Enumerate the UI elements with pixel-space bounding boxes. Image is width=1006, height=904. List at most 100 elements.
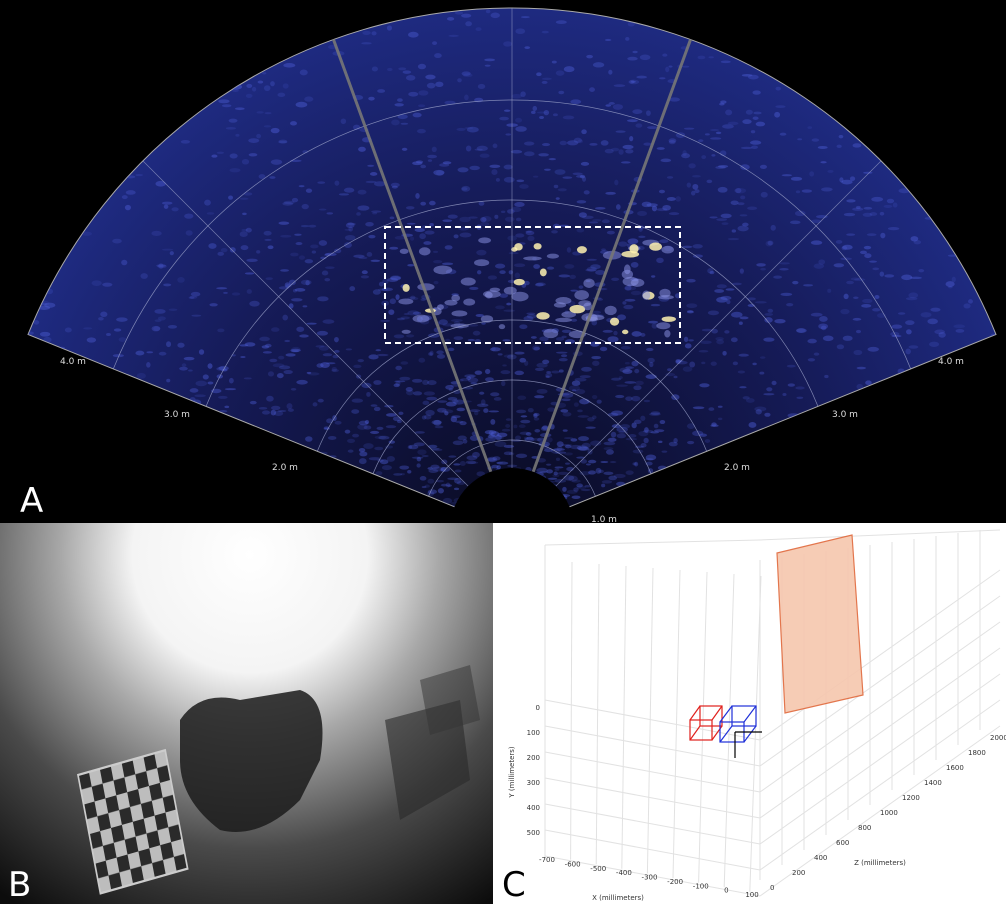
speckle [296,327,304,332]
echo [631,279,645,287]
speckle [230,153,238,158]
speckle [146,351,153,353]
speckle [592,311,601,314]
speckle [436,350,444,354]
speckle [370,172,377,176]
speckle [633,385,641,390]
speckle [880,272,884,277]
speckle [756,409,762,414]
speckle [341,118,346,124]
speckle [515,118,522,123]
speckle [714,289,724,293]
speckle [102,283,112,287]
speckle [516,410,526,414]
speckle [199,349,204,354]
range-label: 2.0 m [724,463,750,473]
speckle [126,190,136,195]
speckle [432,41,437,45]
speckle [803,284,813,286]
speckle [644,400,650,402]
speckle [367,165,374,167]
speckle [609,102,615,105]
speckle [264,125,271,127]
speckle [699,383,709,387]
speckle [773,276,782,279]
speckle [576,228,584,232]
speckle [705,439,710,443]
speckle [317,331,328,336]
speckle [301,225,309,227]
speckle [380,320,390,322]
speckle [98,317,104,320]
speckle [242,213,247,215]
speckle [410,237,414,241]
speckle [739,322,743,325]
speckle [880,233,885,239]
speckle [221,248,228,252]
panel-label: B [8,865,31,904]
speckle [716,132,721,135]
speckle [718,165,728,168]
speckle [561,336,566,339]
speckle [246,94,253,98]
speckle [413,391,422,395]
speckle [819,316,828,322]
speckle [256,134,261,138]
speckle [605,149,614,153]
speckle [326,362,335,364]
speckle [780,133,787,136]
speckle [515,28,525,34]
speckle [334,337,339,342]
speckle [159,352,167,356]
speckle [625,149,633,153]
speckle [731,312,743,318]
speckle [570,290,578,292]
speckle [82,232,92,236]
speckle [305,259,313,263]
speckle [634,462,638,467]
speckle [425,410,434,416]
speckle [410,296,415,300]
speckle [378,289,388,291]
speckle [509,452,515,455]
speckle [638,236,645,238]
speckle [795,211,806,217]
speckle [584,190,590,194]
speckle [426,397,437,401]
speckle [905,348,910,354]
speckle [248,138,259,143]
speckle [622,301,626,305]
echo [554,302,566,307]
speckle [151,231,161,236]
speckle [906,329,912,334]
speckle [542,143,550,146]
speckle [846,199,855,202]
z-tick-label: 800 [858,824,871,832]
speckle [763,393,774,395]
range-label: 2.0 m [272,463,298,473]
speckle [552,61,557,64]
y-tick-label: 200 [527,754,540,762]
speckle [511,94,522,99]
speckle [399,377,410,381]
speckle [371,260,381,262]
speckle [673,376,677,379]
speckle [334,249,341,254]
speckle [708,310,719,315]
z-tick-label: 1000 [880,809,898,817]
speckle [226,127,236,130]
speckle [420,476,427,481]
speckle [687,182,691,187]
speckle [211,154,217,157]
speckle [465,21,472,26]
speckle [112,239,121,244]
speckle [361,42,372,44]
speckle [558,188,567,191]
speckle [247,289,252,294]
speckle [910,277,922,279]
speckle [864,246,871,249]
speckle [617,314,626,320]
speckle [706,180,712,183]
speckle [428,333,440,337]
speckle [369,457,381,460]
